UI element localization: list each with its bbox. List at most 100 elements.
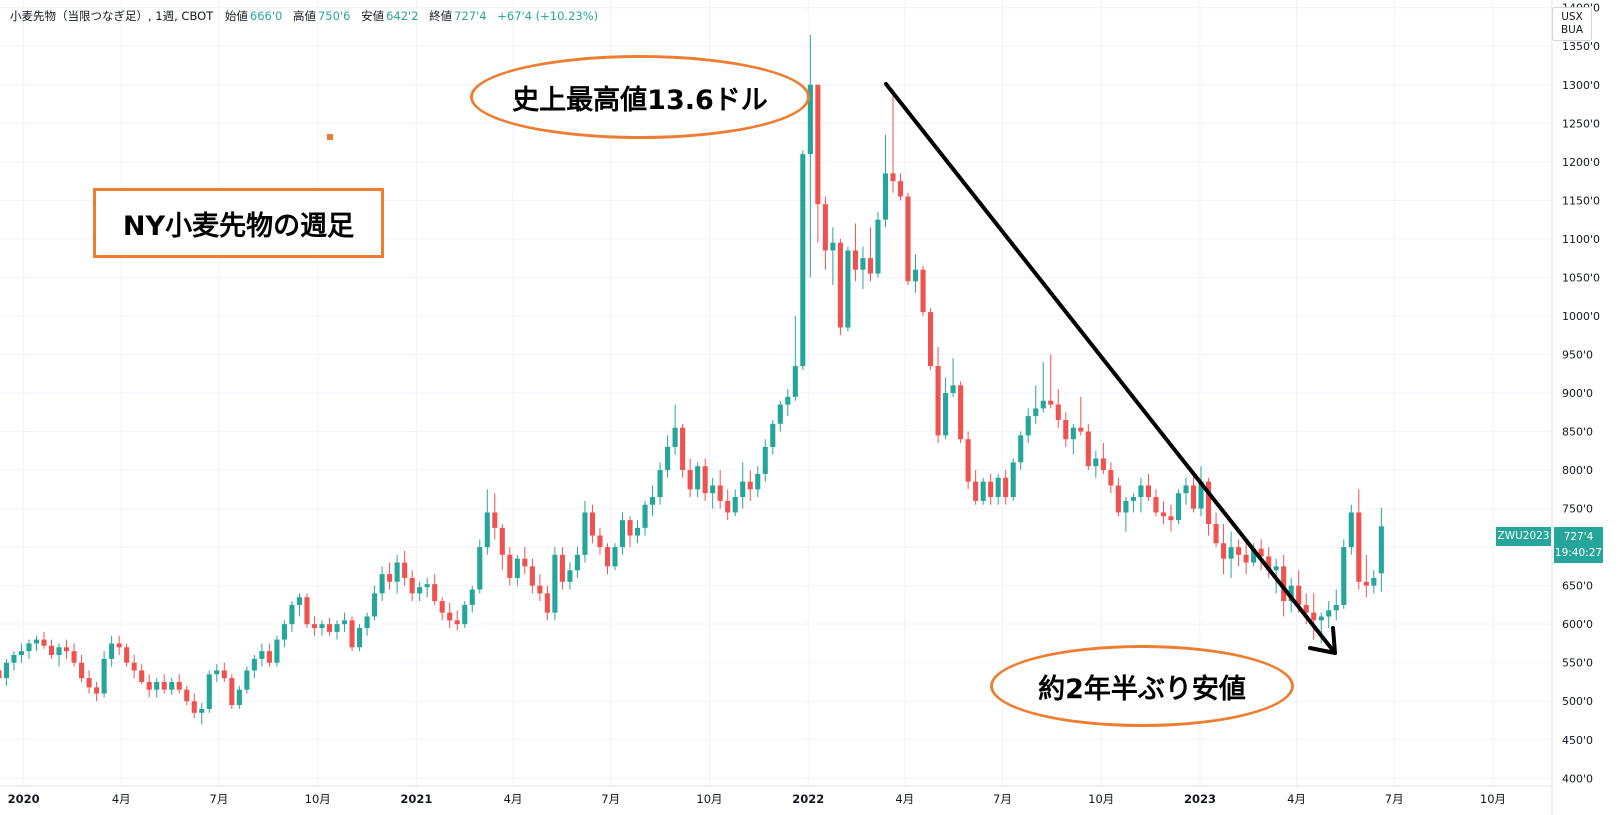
candle-body: [1243, 554, 1249, 563]
legend-low-label: 安値: [361, 9, 385, 23]
candle-body: [0, 670, 2, 679]
candle-body: [169, 681, 175, 690]
candle-body: [762, 446, 768, 474]
candle-body: [236, 689, 242, 706]
candle-body: [18, 651, 25, 655]
candle-body: [1228, 547, 1234, 559]
price-axis-panel: [1552, 0, 1620, 815]
last-price-tag: 727'4 19:40:27: [1554, 527, 1603, 563]
candle-body: [296, 597, 303, 605]
candle-body: [394, 562, 400, 582]
bar-countdown: 19:40:27: [1554, 547, 1603, 559]
candle-body: [597, 535, 603, 548]
candle-body: [770, 423, 776, 447]
trend-arrow-head: [1308, 626, 1337, 655]
candle-body: [319, 624, 325, 629]
annotation-peak-ellipse[interactable]: 史上最高値13.6ドル: [470, 55, 810, 139]
candle-body: [657, 470, 663, 498]
candle-body: [184, 689, 190, 702]
price-tick-label: 1250'0: [1562, 117, 1600, 130]
time-tick-label: 10月: [696, 792, 722, 806]
candle-body: [1236, 547, 1242, 555]
candle-body: [792, 366, 798, 397]
candle-body: [274, 639, 280, 663]
chart-grid: [0, 0, 1552, 786]
candle-body: [890, 173, 896, 182]
candle-body: [432, 584, 438, 602]
time-tick-label: 2021: [400, 792, 432, 806]
candle-body: [695, 466, 701, 490]
candle-body: [867, 258, 874, 274]
candle-body: [912, 269, 919, 282]
price-tick-label: 450'0: [1562, 734, 1593, 747]
candle-body: [11, 655, 17, 663]
price-tick-label: 650'0: [1562, 580, 1593, 593]
candle-body: [1048, 400, 1054, 405]
candle-body: [1311, 612, 1317, 621]
candle-body: [1130, 497, 1136, 501]
candle-body: [41, 639, 47, 646]
candle-body: [146, 681, 152, 690]
candle-body: [484, 512, 490, 548]
candle-body: [131, 662, 137, 671]
candle-body: [1160, 512, 1167, 517]
candle-body: [837, 242, 843, 328]
candle-body: [650, 497, 656, 505]
candle-body: [1266, 556, 1272, 571]
candle-body: [988, 481, 994, 498]
time-tick-label: 10月: [1480, 792, 1506, 806]
candle-body: [958, 385, 964, 440]
time-tick-label: 7月: [1385, 792, 1404, 806]
candle-body: [1055, 404, 1061, 420]
candle-body: [1168, 516, 1174, 521]
candle-body: [1093, 458, 1099, 467]
candle-body: [687, 470, 693, 490]
annotation-title-box[interactable]: NY小麦先物の週足: [93, 188, 384, 258]
candle-body: [154, 681, 160, 690]
candle-body: [928, 312, 934, 367]
candle-body: [499, 527, 505, 555]
candle-body: [124, 647, 130, 663]
candle-body: [589, 512, 596, 536]
candle-body: [1318, 616, 1324, 621]
price-tick-label: 850'0: [1562, 426, 1593, 439]
candle-body: [161, 681, 167, 690]
price-tick-label: 600'0: [1562, 618, 1593, 631]
candle-body: [1025, 416, 1031, 436]
candle-body: [176, 681, 182, 690]
candle-body: [259, 651, 265, 659]
price-tick-label: 950'0: [1562, 348, 1593, 361]
candle-body: [1033, 408, 1039, 417]
candle-body: [349, 620, 355, 648]
candle-body: [529, 566, 535, 586]
candle-body: [281, 624, 287, 640]
legend-close-label: 終値: [429, 9, 453, 23]
candle-body: [86, 678, 92, 688]
candle-body: [1145, 485, 1151, 498]
candle-body: [710, 485, 716, 494]
currency-line-2: BUA: [1560, 24, 1584, 36]
candle-body: [364, 616, 370, 629]
candle-body: [634, 527, 641, 536]
legend-close-value: 727'4: [454, 9, 487, 23]
price-tick-label: 800'0: [1562, 464, 1593, 477]
candle-body: [1063, 419, 1069, 440]
candle-body: [289, 604, 295, 625]
candle-body: [717, 485, 723, 501]
candle-body: [882, 173, 889, 220]
candle-body: [507, 554, 513, 578]
time-tick-label: 10月: [1088, 792, 1114, 806]
currency-line-1: USX: [1561, 11, 1583, 23]
candle-body: [1070, 427, 1076, 440]
candle-body: [732, 497, 738, 513]
candle-body: [1205, 481, 1212, 524]
candle-body: [1003, 477, 1009, 498]
currency-unit-button[interactable]: USX BUA: [1552, 7, 1592, 41]
price-tick-label: 1050'0: [1562, 271, 1600, 284]
candle-body: [1138, 485, 1144, 498]
annotation-low-ellipse[interactable]: 約2年半ぶり安値: [990, 645, 1294, 727]
candle-body: [800, 154, 806, 367]
time-tick-label: 10月: [305, 792, 331, 806]
candle-body: [191, 701, 197, 713]
